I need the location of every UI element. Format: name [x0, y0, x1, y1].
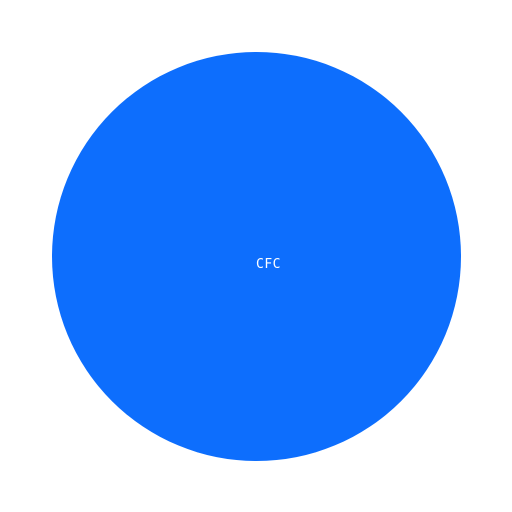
avatar-circle: CFC — [52, 52, 461, 461]
avatar-initials: CFC — [256, 257, 281, 272]
